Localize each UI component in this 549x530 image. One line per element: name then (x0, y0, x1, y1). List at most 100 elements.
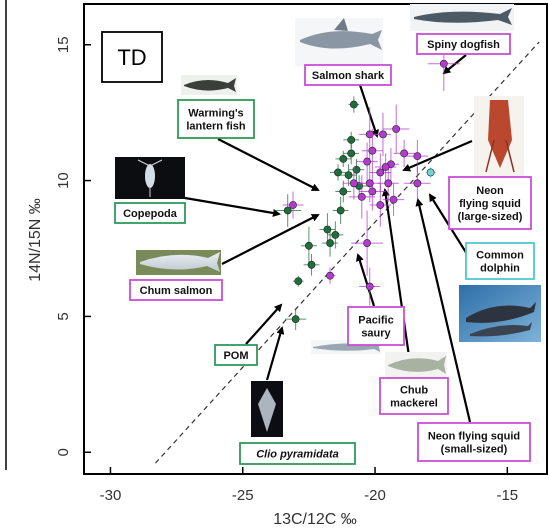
panel-label: TD (101, 31, 163, 83)
annotation-text: POM (223, 350, 248, 362)
y-axis-title: 14N/15N ‰ (27, 198, 44, 282)
data-point-magenta-13 (377, 164, 399, 203)
chub-mackerel-picture (385, 352, 447, 378)
data-point-green-1 (293, 275, 304, 287)
annotation-copepoda: Copepoda (114, 202, 186, 224)
point-marker (376, 168, 385, 177)
point-marker (376, 201, 385, 209)
data-point-magenta-22 (324, 267, 336, 284)
point-marker (323, 225, 332, 234)
annotation-arrow (265, 326, 285, 381)
common-dolphin-picture (459, 285, 541, 342)
data-point-green-17 (343, 131, 360, 148)
annotation-box (129, 279, 223, 301)
annotation-salmon-shark: Salmon shark (304, 64, 392, 86)
annotation-text: Clio pyramidata (256, 449, 339, 461)
point-marker (336, 206, 345, 215)
point-marker (352, 165, 361, 174)
data-point-magenta-2 (382, 104, 410, 154)
annotation-text: Neon flying squid (small-sized) (428, 431, 520, 456)
annotation-arrow (245, 303, 283, 345)
data-point-green-2 (274, 194, 301, 227)
point-marker (294, 277, 303, 286)
annotation-pacific-saury: Pacific saury (347, 306, 405, 346)
plot-frame (83, 3, 548, 475)
point-marker (392, 125, 401, 133)
data-point-magenta-10 (348, 175, 376, 219)
annotation-box (416, 33, 511, 55)
panel-label-text: TD (117, 45, 146, 70)
point-marker (326, 239, 334, 247)
copepoda-picture (115, 157, 185, 199)
annotation-box (379, 377, 449, 415)
annotation-arrow (358, 84, 379, 138)
annotation-box (214, 344, 258, 366)
x-tick-label: -20 (364, 487, 386, 504)
annotation-text: Copepoda (123, 208, 178, 220)
point-marker (384, 179, 393, 188)
annotation-arrow (415, 198, 472, 423)
point-marker (389, 195, 398, 204)
data-point-magenta-7 (356, 142, 378, 181)
x-tick-label: -30 (100, 487, 122, 504)
data-point-magenta-11 (359, 172, 386, 211)
point-marker (400, 149, 409, 158)
annotation-clio-pyramidata: Clio pyramidata (239, 442, 356, 465)
data-point-green-9 (335, 180, 352, 203)
data-point-green-7 (327, 221, 344, 249)
point-marker (339, 187, 348, 196)
annotation-box (239, 442, 356, 465)
point-marker (368, 187, 377, 196)
annotation-box (347, 306, 405, 346)
point-marker (283, 206, 292, 215)
point-marker (363, 239, 371, 247)
annotation-text: Common dolphin (476, 250, 524, 275)
point-marker (347, 135, 356, 144)
annotation-text: Chub mackerel (390, 385, 438, 410)
data-point-green-10 (330, 164, 346, 181)
point-marker (413, 179, 422, 188)
data-point-magenta-14 (382, 183, 405, 216)
axes: -30 -25 -20 -15 0 5 10 15 13C/12C ‰ 14N/15N ‰ (27, 36, 518, 528)
point-marker (365, 130, 374, 139)
x-tick-label: -25 (232, 487, 254, 504)
neon-flying-squid-picture (474, 96, 524, 176)
annotation-text: Chum salmon (140, 285, 213, 297)
annotation-arrow (402, 139, 473, 172)
x-axis-title: 13C/12C ‰ (273, 511, 357, 528)
annotation-text: Salmon shark (312, 70, 385, 82)
chum-salmon-picture (136, 250, 221, 275)
data-point-green-0 (285, 308, 307, 331)
point-marker (334, 168, 342, 177)
point-marker (307, 260, 316, 269)
annotation-text: Neon flying squid (large-sized) (458, 185, 523, 223)
annotation-box (465, 242, 535, 280)
point-marker (339, 154, 348, 163)
annotation-spiny-dogfish: Spiny dogfish (416, 33, 511, 55)
point-marker (349, 100, 358, 109)
y-tick-label: 15 (55, 36, 72, 53)
annotation-box (177, 99, 255, 139)
reference-line (154, 41, 540, 464)
annotation-neon-flying-squid-large-sized: Neon flying squid (large-sized) (448, 176, 532, 230)
annotation-warming-s-lantern-fish: Warming's lantern fish (177, 99, 255, 139)
annotation-arrow (355, 253, 376, 307)
annotation-box (304, 64, 392, 86)
data-point-green-4 (303, 253, 320, 276)
x-tick-label: -15 (496, 487, 518, 504)
annotation-neon-flying-squid-small-sized: Neon flying squid (small-sized) (417, 422, 531, 462)
clio-pyramidata-picture (251, 381, 283, 437)
point-marker (289, 201, 297, 209)
salmon-shark-picture (295, 18, 383, 66)
point-marker (363, 157, 371, 166)
point-marker (347, 149, 356, 158)
point-marker (365, 282, 374, 291)
annotation-arrow (184, 196, 281, 217)
one-to-one-dashed-line (154, 41, 540, 464)
organism-pictures (115, 4, 541, 437)
data-point-green-6 (322, 229, 338, 257)
data-point-magenta-12 (369, 183, 391, 227)
annotation-arrow (221, 214, 320, 265)
data-point-green-8 (332, 196, 349, 225)
annotation-text: Warming's lantern fish (186, 108, 246, 133)
